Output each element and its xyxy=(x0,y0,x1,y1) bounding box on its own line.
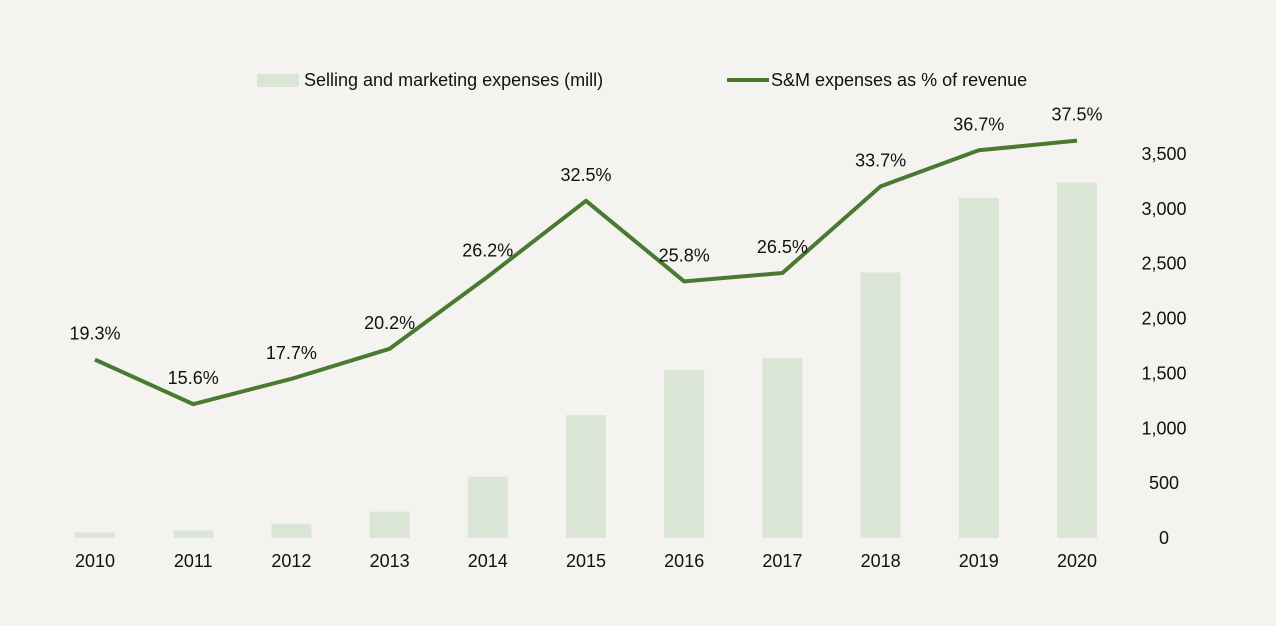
data-label-2010: 19.3% xyxy=(69,324,120,344)
x-tick-label: 2013 xyxy=(370,551,410,571)
data-label-2018: 33.7% xyxy=(855,150,906,170)
x-tick-label: 2011 xyxy=(174,551,213,571)
data-label-2016: 25.8% xyxy=(659,245,710,265)
x-tick-label: 2016 xyxy=(664,551,704,571)
data-label-2011: 15.6% xyxy=(168,368,219,388)
x-tick-label: 2010 xyxy=(75,551,115,571)
bar-2017 xyxy=(762,358,803,538)
bar-2010 xyxy=(75,532,115,538)
x-tick-label: 2012 xyxy=(271,551,311,571)
legend: Selling and marketing expenses (mill) S&… xyxy=(257,70,1027,90)
bar-2019 xyxy=(958,197,999,538)
data-label-2013: 20.2% xyxy=(364,313,415,333)
bar-2012 xyxy=(271,523,312,538)
y-tick-label: 1,000 xyxy=(1141,418,1186,438)
legend-bar-swatch xyxy=(257,74,299,87)
x-tick-label: 2019 xyxy=(959,551,999,571)
y-axis-right: 0 500 1,000 1,500 2,000 2,500 3,000 3,500 xyxy=(1141,144,1186,548)
bar-2011 xyxy=(173,530,214,538)
y-tick-label: 1,500 xyxy=(1141,363,1186,383)
x-tick-label: 2014 xyxy=(468,551,508,571)
data-label-2014: 26.2% xyxy=(462,241,513,261)
x-axis: 2010 2011 2012 2013 2014 2015 2016 2017 2018 2019… xyxy=(75,551,1097,571)
y-tick-label: 3,500 xyxy=(1141,144,1186,164)
legend-line-label: S&M expenses as % of revenue xyxy=(771,70,1027,90)
bar-2015 xyxy=(566,415,606,538)
y-tick-label: 2,000 xyxy=(1141,309,1186,329)
line-path xyxy=(94,138,1078,407)
x-tick-label: 2015 xyxy=(566,551,606,571)
bar-2020 xyxy=(1057,182,1097,539)
bar-2016 xyxy=(664,370,705,538)
bar-series xyxy=(75,182,1097,539)
y-tick-label: 2,500 xyxy=(1141,254,1186,274)
data-label-2012: 17.7% xyxy=(266,343,317,363)
x-tick-label: 2020 xyxy=(1057,551,1097,571)
legend-bar-label: Selling and marketing expenses (mill) xyxy=(304,70,603,90)
y-tick-label: 0 xyxy=(1159,528,1169,548)
x-tick-label: 2018 xyxy=(861,551,901,571)
y-tick-label: 3,000 xyxy=(1141,199,1186,219)
y-tick-label: 500 xyxy=(1149,473,1179,493)
data-label-2015: 32.5% xyxy=(560,165,611,185)
bar-2018 xyxy=(860,272,901,538)
x-tick-label: 2017 xyxy=(762,551,802,571)
data-label-2017: 26.5% xyxy=(757,237,808,257)
bar-2014 xyxy=(467,476,508,538)
data-label-2020: 37.5% xyxy=(1051,105,1102,125)
line-series: 19.3% 15.6% 17.7% 20.2% 26.2% 32.5% 25.8% 26.5%… xyxy=(69,105,1103,407)
data-label-2019: 36.7% xyxy=(953,114,1004,134)
bar-2013 xyxy=(369,511,410,538)
